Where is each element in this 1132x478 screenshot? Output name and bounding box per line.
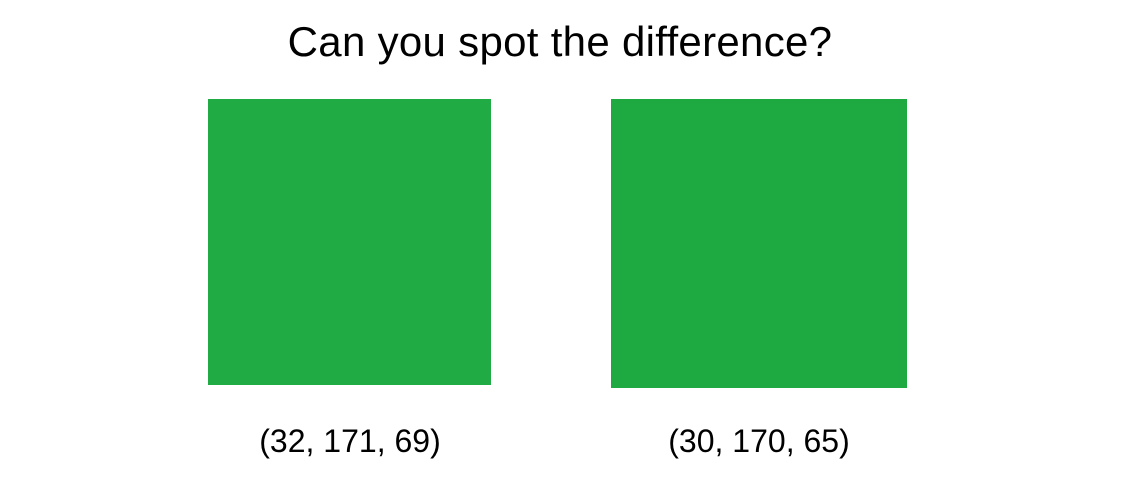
rgb-label-left: (32, 171, 69) xyxy=(259,423,441,459)
color-swatch-left xyxy=(208,99,491,385)
page-title: Can you spot the difference? xyxy=(287,18,833,65)
rgb-label-right: (30, 170, 65) xyxy=(668,423,850,459)
color-swatch-right xyxy=(611,99,907,388)
